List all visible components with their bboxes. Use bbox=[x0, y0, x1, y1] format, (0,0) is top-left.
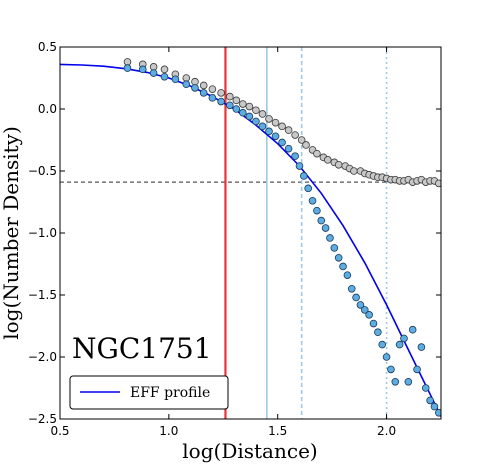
blue-data-point bbox=[356, 301, 365, 309]
gray-data-point bbox=[297, 136, 306, 144]
blue-data-point bbox=[430, 402, 439, 411]
gray-data-point bbox=[199, 81, 208, 90]
gray-data-point bbox=[258, 110, 267, 118]
blue-data-point bbox=[387, 365, 395, 374]
gray-data-point bbox=[160, 65, 169, 74]
gray-data-point bbox=[226, 92, 234, 101]
blue-data-point bbox=[321, 224, 330, 232]
legend-box bbox=[69, 375, 229, 410]
gray-data-point bbox=[278, 122, 286, 131]
blue-data-point bbox=[400, 334, 408, 343]
blue-data-point bbox=[334, 253, 343, 262]
blue-data-point bbox=[374, 328, 382, 337]
gray-data-point bbox=[334, 161, 343, 169]
gray-data-point bbox=[302, 141, 310, 149]
blue-data-point bbox=[232, 105, 241, 113]
blue-data-point bbox=[217, 97, 225, 106]
blue-data-point bbox=[138, 65, 147, 74]
y-tick-label: 0.5 bbox=[38, 40, 57, 54]
gray-data-point bbox=[271, 118, 280, 127]
blue-data-point bbox=[295, 162, 304, 170]
blue-data-point bbox=[182, 80, 191, 88]
blue-data-point bbox=[435, 409, 441, 417]
legend: EFF profile bbox=[69, 375, 229, 410]
gray-data-point bbox=[123, 58, 132, 66]
blue-data-point bbox=[347, 284, 356, 293]
blue-data-point bbox=[226, 101, 234, 110]
blue-data-point bbox=[171, 75, 180, 84]
y-tick-label: −0.5 bbox=[28, 164, 57, 178]
blue-data-point bbox=[382, 353, 391, 361]
blue-data-point bbox=[278, 138, 286, 147]
blue-data-point bbox=[352, 293, 360, 302]
y-tick-label: 0.0 bbox=[38, 102, 57, 116]
blue-data-point bbox=[199, 89, 208, 97]
gray-data-point bbox=[191, 77, 199, 86]
blue-data-point bbox=[245, 112, 254, 121]
blue-data-point bbox=[265, 127, 273, 136]
blue-data-point bbox=[271, 132, 280, 141]
blue-data-point bbox=[343, 271, 352, 279]
x-axis-title: log(Distance) bbox=[182, 439, 317, 463]
blue-data-point bbox=[339, 262, 347, 271]
blue-data-point bbox=[360, 306, 369, 314]
blue-data-point bbox=[313, 206, 321, 215]
blue-data-point bbox=[239, 108, 247, 117]
blue-data-point bbox=[317, 216, 326, 225]
x-tick-label: 1.0 bbox=[159, 424, 178, 438]
gray-data-point bbox=[245, 102, 254, 111]
blue-data-point bbox=[304, 184, 312, 193]
legend-label: EFF profile bbox=[130, 385, 210, 401]
gray-data-point bbox=[208, 85, 217, 93]
blue-data-point bbox=[123, 64, 132, 72]
blue-data-point bbox=[284, 144, 293, 153]
gray-data-point bbox=[217, 89, 225, 97]
gray-data-point bbox=[182, 74, 191, 82]
blue-data-point bbox=[149, 69, 158, 77]
blue-data-point bbox=[408, 325, 417, 334]
y-tick-label: −1.5 bbox=[28, 288, 57, 302]
blue-data-point bbox=[413, 365, 421, 374]
gray-data-point bbox=[435, 179, 441, 188]
blue-data-point bbox=[426, 396, 434, 405]
gray-data-point bbox=[284, 126, 293, 134]
blue-data-point bbox=[391, 377, 400, 386]
blue-data-point bbox=[378, 340, 387, 349]
gray-data-point bbox=[291, 131, 299, 139]
y-tick-label: −2.0 bbox=[28, 350, 57, 364]
gray-data-point bbox=[313, 149, 321, 158]
blue-data-point bbox=[421, 384, 430, 392]
blue-data-point bbox=[208, 94, 217, 102]
blue-data-point bbox=[258, 122, 267, 131]
blue-data-point bbox=[252, 117, 260, 126]
x-tick-label: 2.0 bbox=[377, 424, 396, 438]
x-tick-label: 0.5 bbox=[50, 424, 69, 438]
gray-data-point bbox=[149, 63, 158, 71]
blue-data-point bbox=[291, 152, 299, 160]
blue-data-point bbox=[191, 84, 199, 92]
blue-data-point bbox=[395, 340, 404, 349]
x-tick-label: 1.5 bbox=[268, 424, 287, 438]
blue-data-point bbox=[326, 234, 334, 242]
blue-data-point bbox=[300, 172, 308, 180]
y-tick-label: −1.0 bbox=[28, 226, 57, 240]
gray-data-point bbox=[232, 96, 241, 105]
blue-data-point bbox=[308, 196, 317, 205]
blue-data-point bbox=[330, 244, 339, 252]
blue-data-point bbox=[417, 343, 426, 351]
blue-data-point bbox=[160, 72, 169, 81]
blue-data-point bbox=[369, 319, 378, 328]
gray-data-point bbox=[252, 106, 260, 115]
y-axis-title: log(Number Density) bbox=[0, 126, 23, 340]
blue-data-point bbox=[365, 311, 373, 319]
gray-data-point bbox=[265, 115, 273, 123]
gray-data-point bbox=[239, 100, 247, 108]
annotation-label: NGC1751 bbox=[72, 332, 212, 365]
gray-data-point bbox=[350, 167, 358, 175]
y-tick-label: −2.5 bbox=[28, 412, 57, 426]
blue-data-point bbox=[404, 377, 413, 386]
gray-data-point bbox=[323, 156, 332, 164]
